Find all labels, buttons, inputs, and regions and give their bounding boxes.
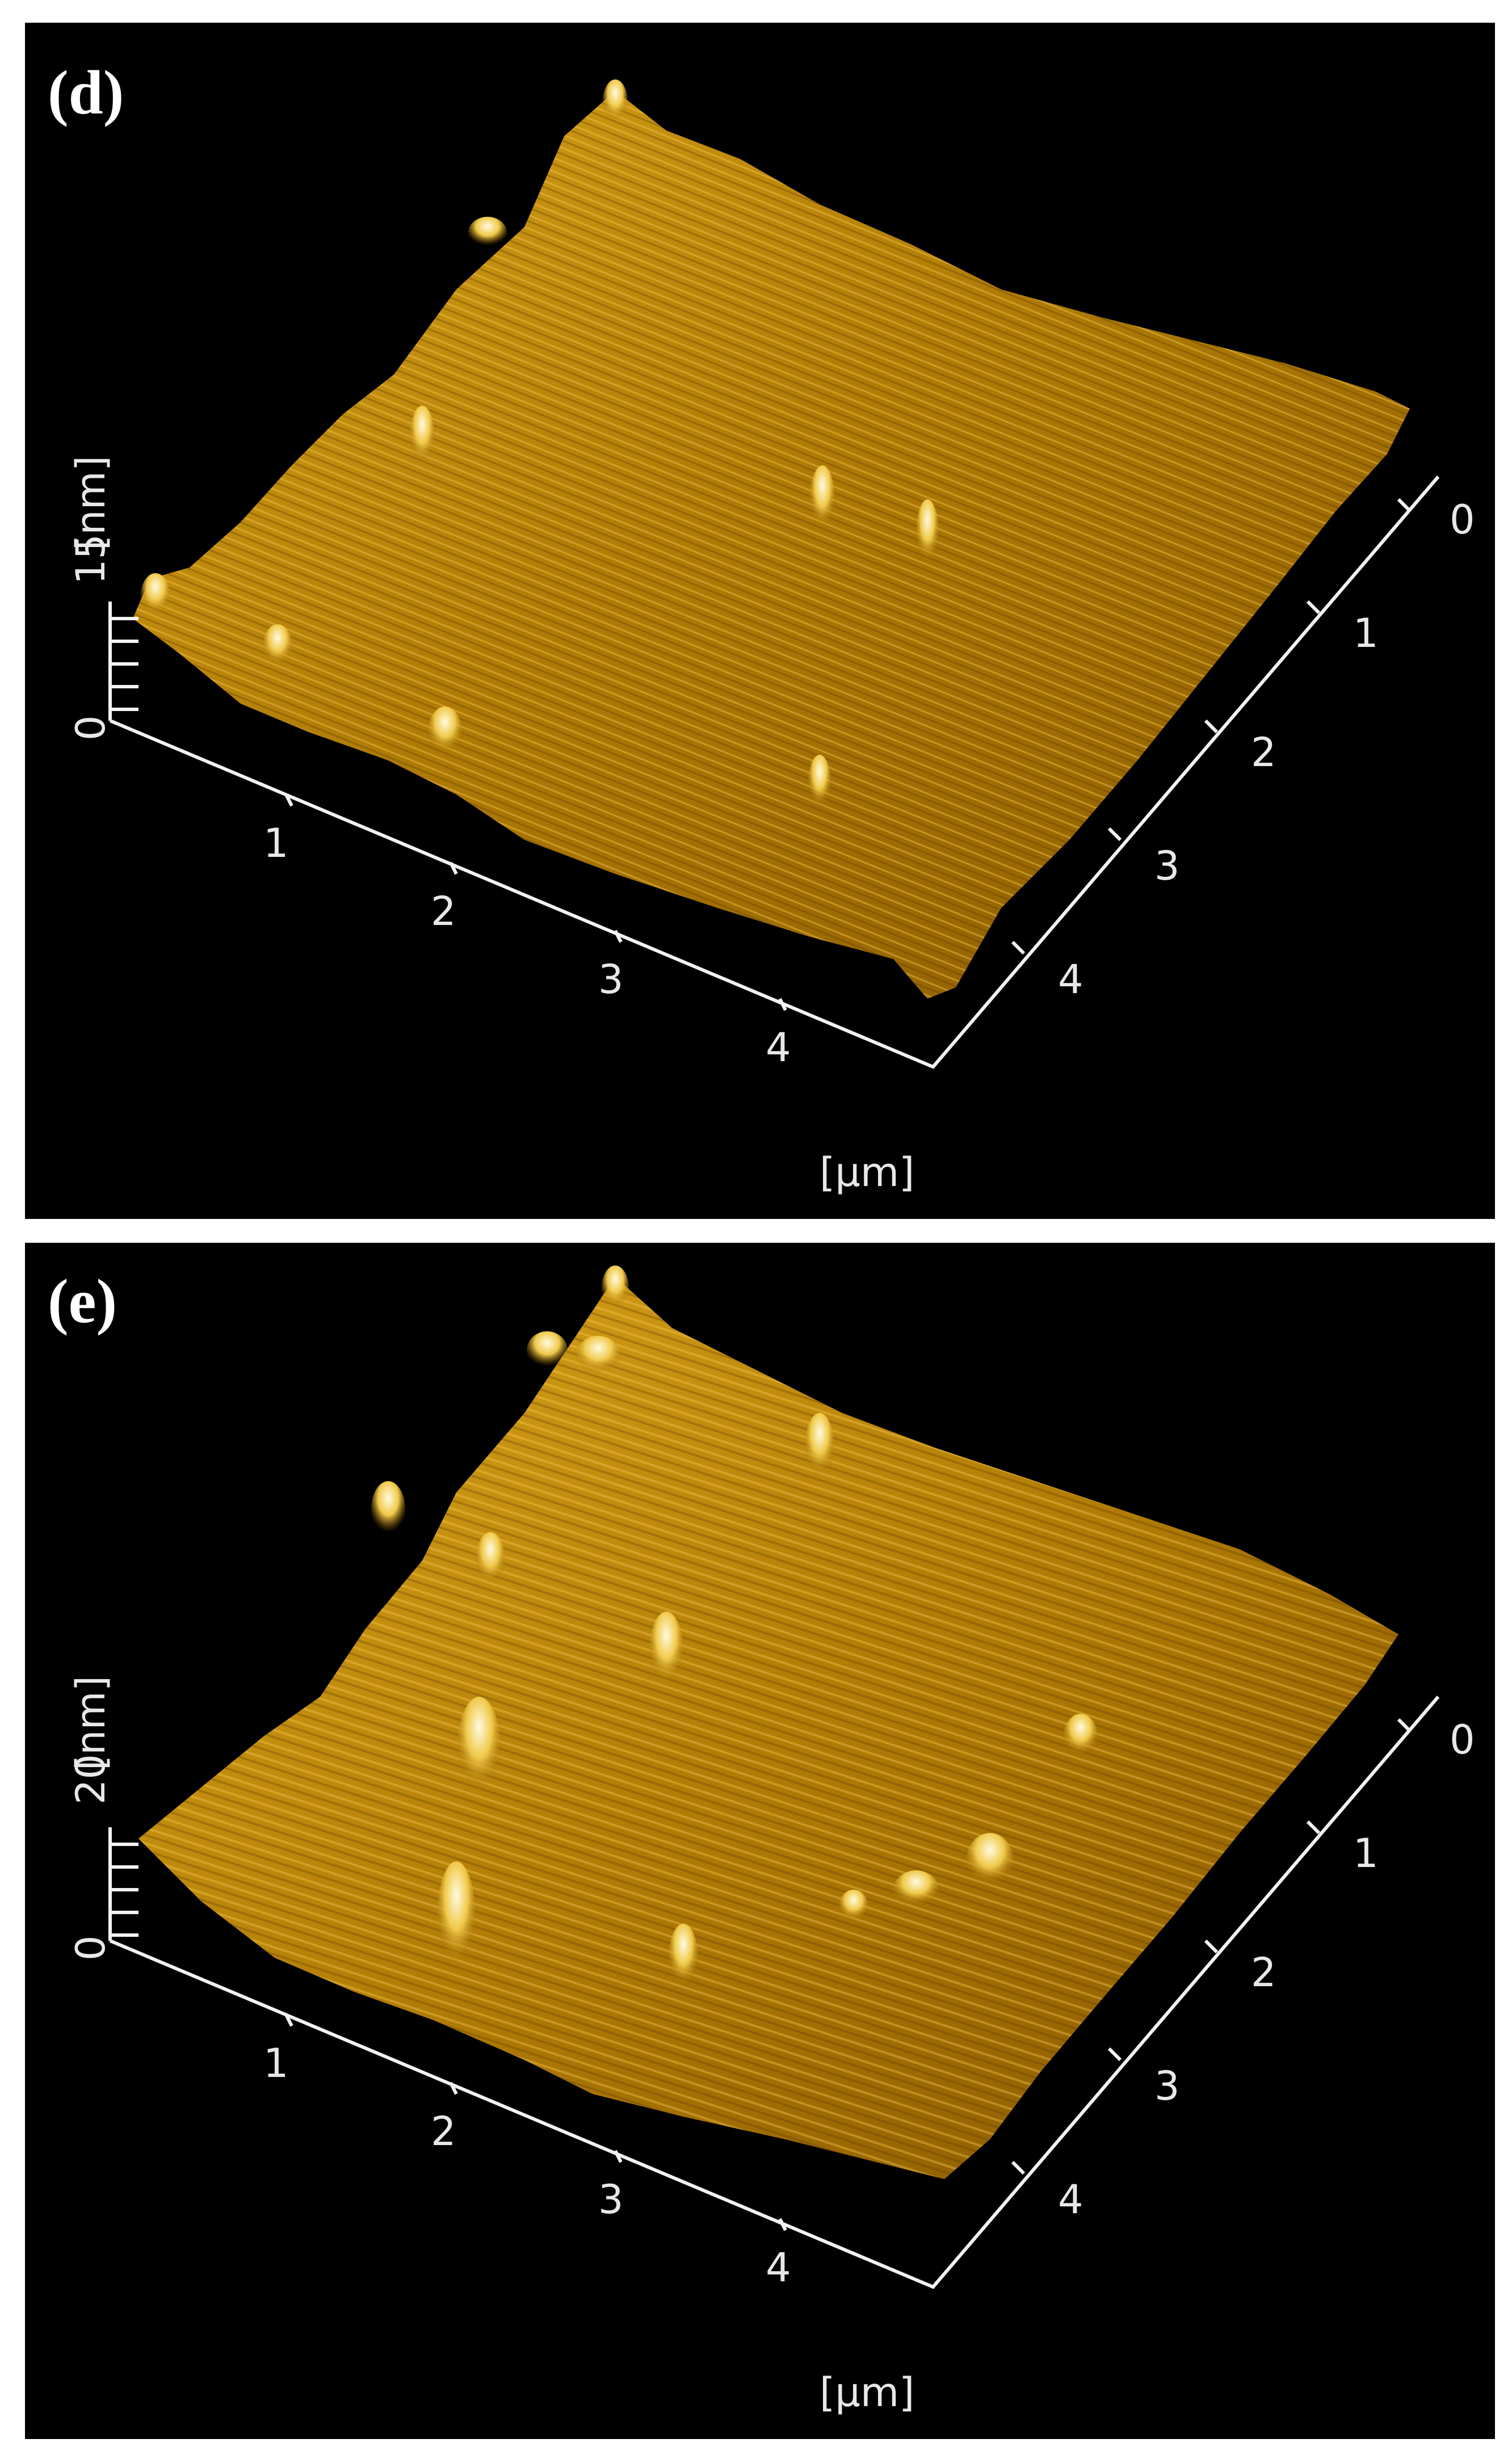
x-tick-label: 4 bbox=[766, 2244, 791, 2291]
afm-surface-d bbox=[133, 79, 1410, 999]
surface-peak bbox=[839, 1890, 868, 1924]
surface-peak bbox=[437, 1861, 476, 1975]
surface-peak bbox=[805, 1413, 834, 1481]
surface-peak bbox=[603, 79, 628, 125]
y-tick-label: 4 bbox=[1058, 956, 1083, 1003]
y-tick-label: 3 bbox=[1154, 2063, 1180, 2109]
y-tick-label: 3 bbox=[1154, 843, 1180, 889]
afm-3d-view-e: (e) [nm] 20 0 1 bbox=[48, 1265, 1475, 2416]
x-tick-label: 2 bbox=[431, 888, 456, 935]
surface-peak bbox=[649, 1612, 683, 1691]
x-tick-label: 3 bbox=[598, 2176, 624, 2223]
x-tick-label: 2 bbox=[431, 2108, 456, 2155]
xy-unit-label: [µm] bbox=[820, 2369, 914, 2416]
y-tick-label: 1 bbox=[1353, 1830, 1379, 1877]
surface-peak bbox=[428, 707, 462, 758]
z-axis-max-label: 15 bbox=[68, 534, 114, 585]
surface-peak bbox=[1064, 1714, 1098, 1759]
z-axis-min-label: 0 bbox=[68, 715, 114, 741]
surface-peak bbox=[457, 1697, 501, 1799]
axes-e bbox=[108, 1696, 1440, 2289]
surface-peak bbox=[410, 406, 435, 468]
z-axis-max-label: 20 bbox=[68, 1754, 114, 1805]
y-tick-label: 2 bbox=[1251, 1949, 1276, 1996]
surface-peak bbox=[602, 1265, 629, 1311]
surface-peak bbox=[371, 1481, 405, 1538]
surface-peak bbox=[669, 1924, 698, 1992]
surface-peak bbox=[810, 465, 835, 533]
afm-panel-d: (d) [nm] 15 0 1 2 3 4 bbox=[25, 23, 1495, 1219]
surface-peak bbox=[527, 1331, 568, 1370]
afm-panel-e: (e) [nm] 20 0 1 bbox=[25, 1243, 1495, 2439]
y-tick-label: 2 bbox=[1251, 729, 1276, 776]
surface-peak bbox=[966, 1833, 1014, 1890]
surface-peak bbox=[916, 499, 939, 567]
surface-peak bbox=[263, 624, 292, 670]
x-tick-label: 4 bbox=[766, 1024, 791, 1071]
xy-unit-label: [µm] bbox=[820, 1149, 914, 1196]
x-tick-label: 1 bbox=[263, 2040, 289, 2087]
afm-3d-view-d: (d) [nm] 15 0 1 2 3 4 bbox=[48, 58, 1475, 1196]
surface-peak bbox=[476, 1532, 505, 1589]
z-axis-unit-label: [nm] bbox=[68, 1676, 114, 1771]
z-axis-unit-label: [nm] bbox=[68, 456, 114, 550]
surface-peak bbox=[468, 217, 507, 249]
panel-label-e: (e) bbox=[48, 1267, 117, 1336]
y-tick-label: 4 bbox=[1058, 2176, 1083, 2223]
panel-label-d: (d) bbox=[48, 58, 124, 127]
y-tick-label: 1 bbox=[1353, 610, 1379, 657]
surface-peak bbox=[576, 1336, 621, 1377]
x-tick-label: 3 bbox=[598, 956, 624, 1003]
y-tick-label: 0 bbox=[1450, 1717, 1475, 1763]
afm-surface-e bbox=[138, 1265, 1398, 2179]
z-axis-min-label: 0 bbox=[68, 1935, 114, 1961]
x-tick-label: 1 bbox=[263, 820, 289, 867]
y-tick-label: 0 bbox=[1450, 497, 1475, 543]
axes-d bbox=[108, 476, 1440, 1069]
surface-peak bbox=[893, 1870, 939, 1909]
surface-peak bbox=[141, 573, 170, 619]
surface-peak bbox=[808, 755, 831, 811]
